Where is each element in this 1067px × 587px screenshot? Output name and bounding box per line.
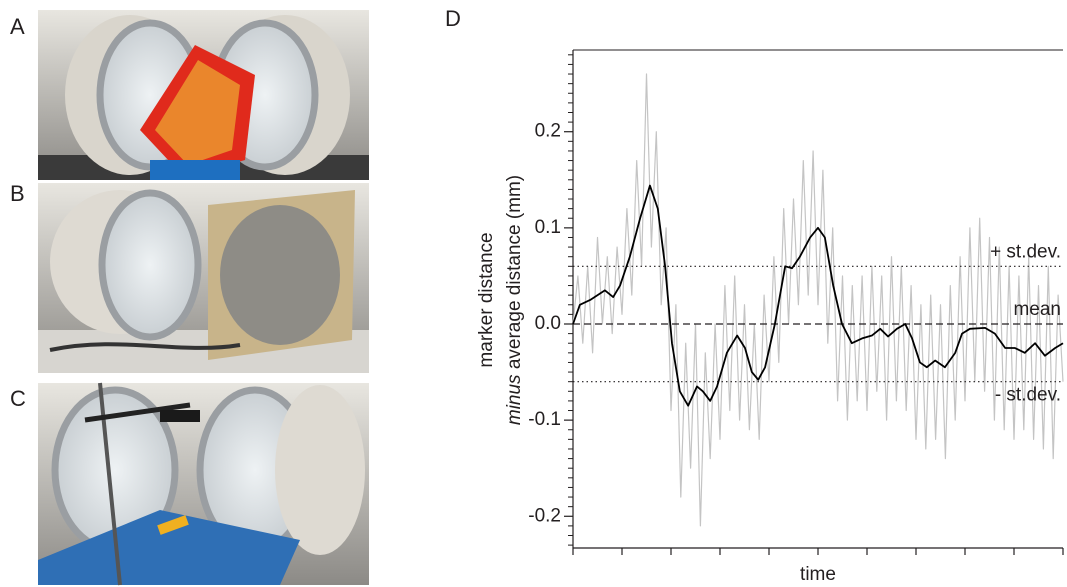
chart: time marker distance minus average dista… (476, 49, 1064, 585)
raw-trace (572, 73, 1064, 527)
panel-label: B (10, 181, 25, 206)
y-axis-label: minus average distance (mm) (504, 175, 525, 425)
panel-label: A (10, 14, 25, 39)
reference-label: mean (1013, 299, 1061, 320)
photo-b (38, 183, 369, 373)
y-tick-label: -0.2 (528, 505, 561, 526)
panel-label: C (10, 386, 26, 411)
panel-label: D (445, 6, 461, 31)
x-axis-label: time (800, 564, 836, 585)
photo-a (38, 10, 369, 180)
y-tick-label: 0.2 (535, 121, 561, 142)
y-tick-label: 0.1 (535, 217, 561, 238)
panel-labels: A B C D (10, 6, 461, 411)
y-axis-label: marker distance (476, 232, 497, 367)
reference-label: + st.dev. (990, 241, 1061, 262)
smoothed-line (572, 184, 1064, 407)
photo-c (38, 382, 369, 586)
y-tick-label: 0.0 (535, 313, 561, 334)
reference-label: - st.dev. (995, 385, 1061, 406)
y-tick-label: -0.1 (528, 409, 561, 430)
y-axis-label-rest: average distance (mm) (504, 175, 525, 369)
y-axis-label-italic: minus (504, 374, 525, 425)
